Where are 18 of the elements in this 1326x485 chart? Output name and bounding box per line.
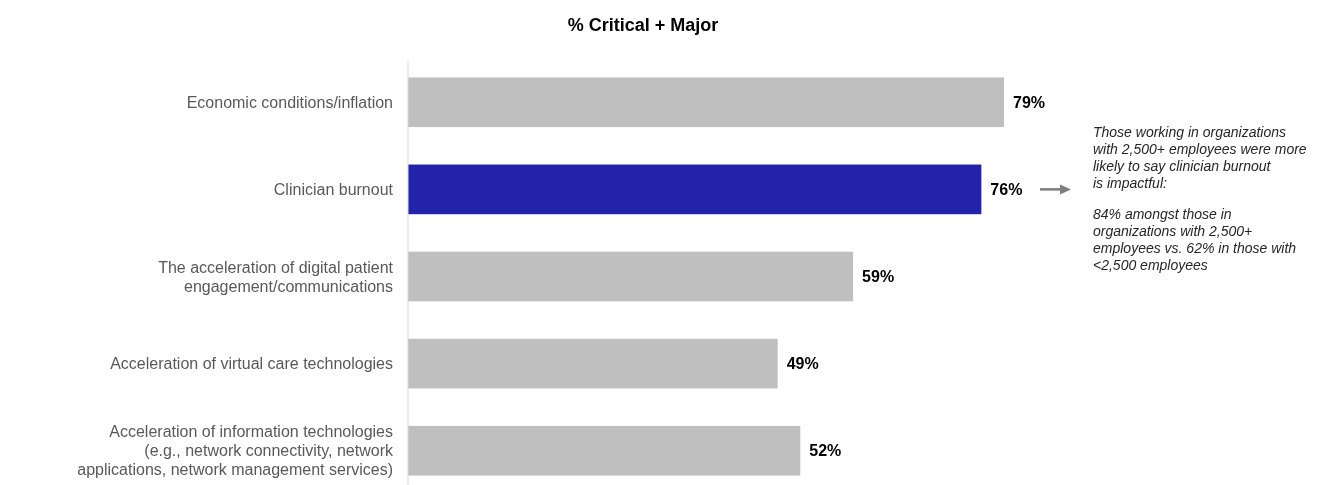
data-label: 49%: [786, 355, 819, 373]
y-tick-label: The acceleration of digital patient engagement/communications: [158, 258, 394, 295]
y-tick-label: Acceleration of virtual care technologies: [110, 355, 393, 373]
data-label: 79%: [1013, 93, 1046, 111]
bar: [408, 251, 854, 302]
y-tick-label: Economic conditions/inflation: [186, 93, 393, 111]
y-tick-label: Clinician burnout: [273, 180, 394, 198]
data-label: 52%: [809, 442, 842, 460]
text: 84% amongst those in organizations with 2,500+ employees vs. 62% in those with <2,500 employees: [1093, 206, 1297, 273]
y-tick-label: Acceleration of information technologies (e.g., network connectivity, network applications, network management services): [77, 423, 394, 479]
text: Those working in organizations with 2,500+ employees were more likely to say clinician burnout is impactful:: [1093, 124, 1307, 191]
bar: [408, 77, 1004, 128]
data-label: 76%: [990, 180, 1023, 198]
data-label: 59%: [862, 268, 895, 286]
bar: [408, 425, 801, 476]
bar: [408, 338, 778, 389]
bar: [408, 164, 982, 215]
chart-title: % Critical + Major: [567, 15, 719, 35]
